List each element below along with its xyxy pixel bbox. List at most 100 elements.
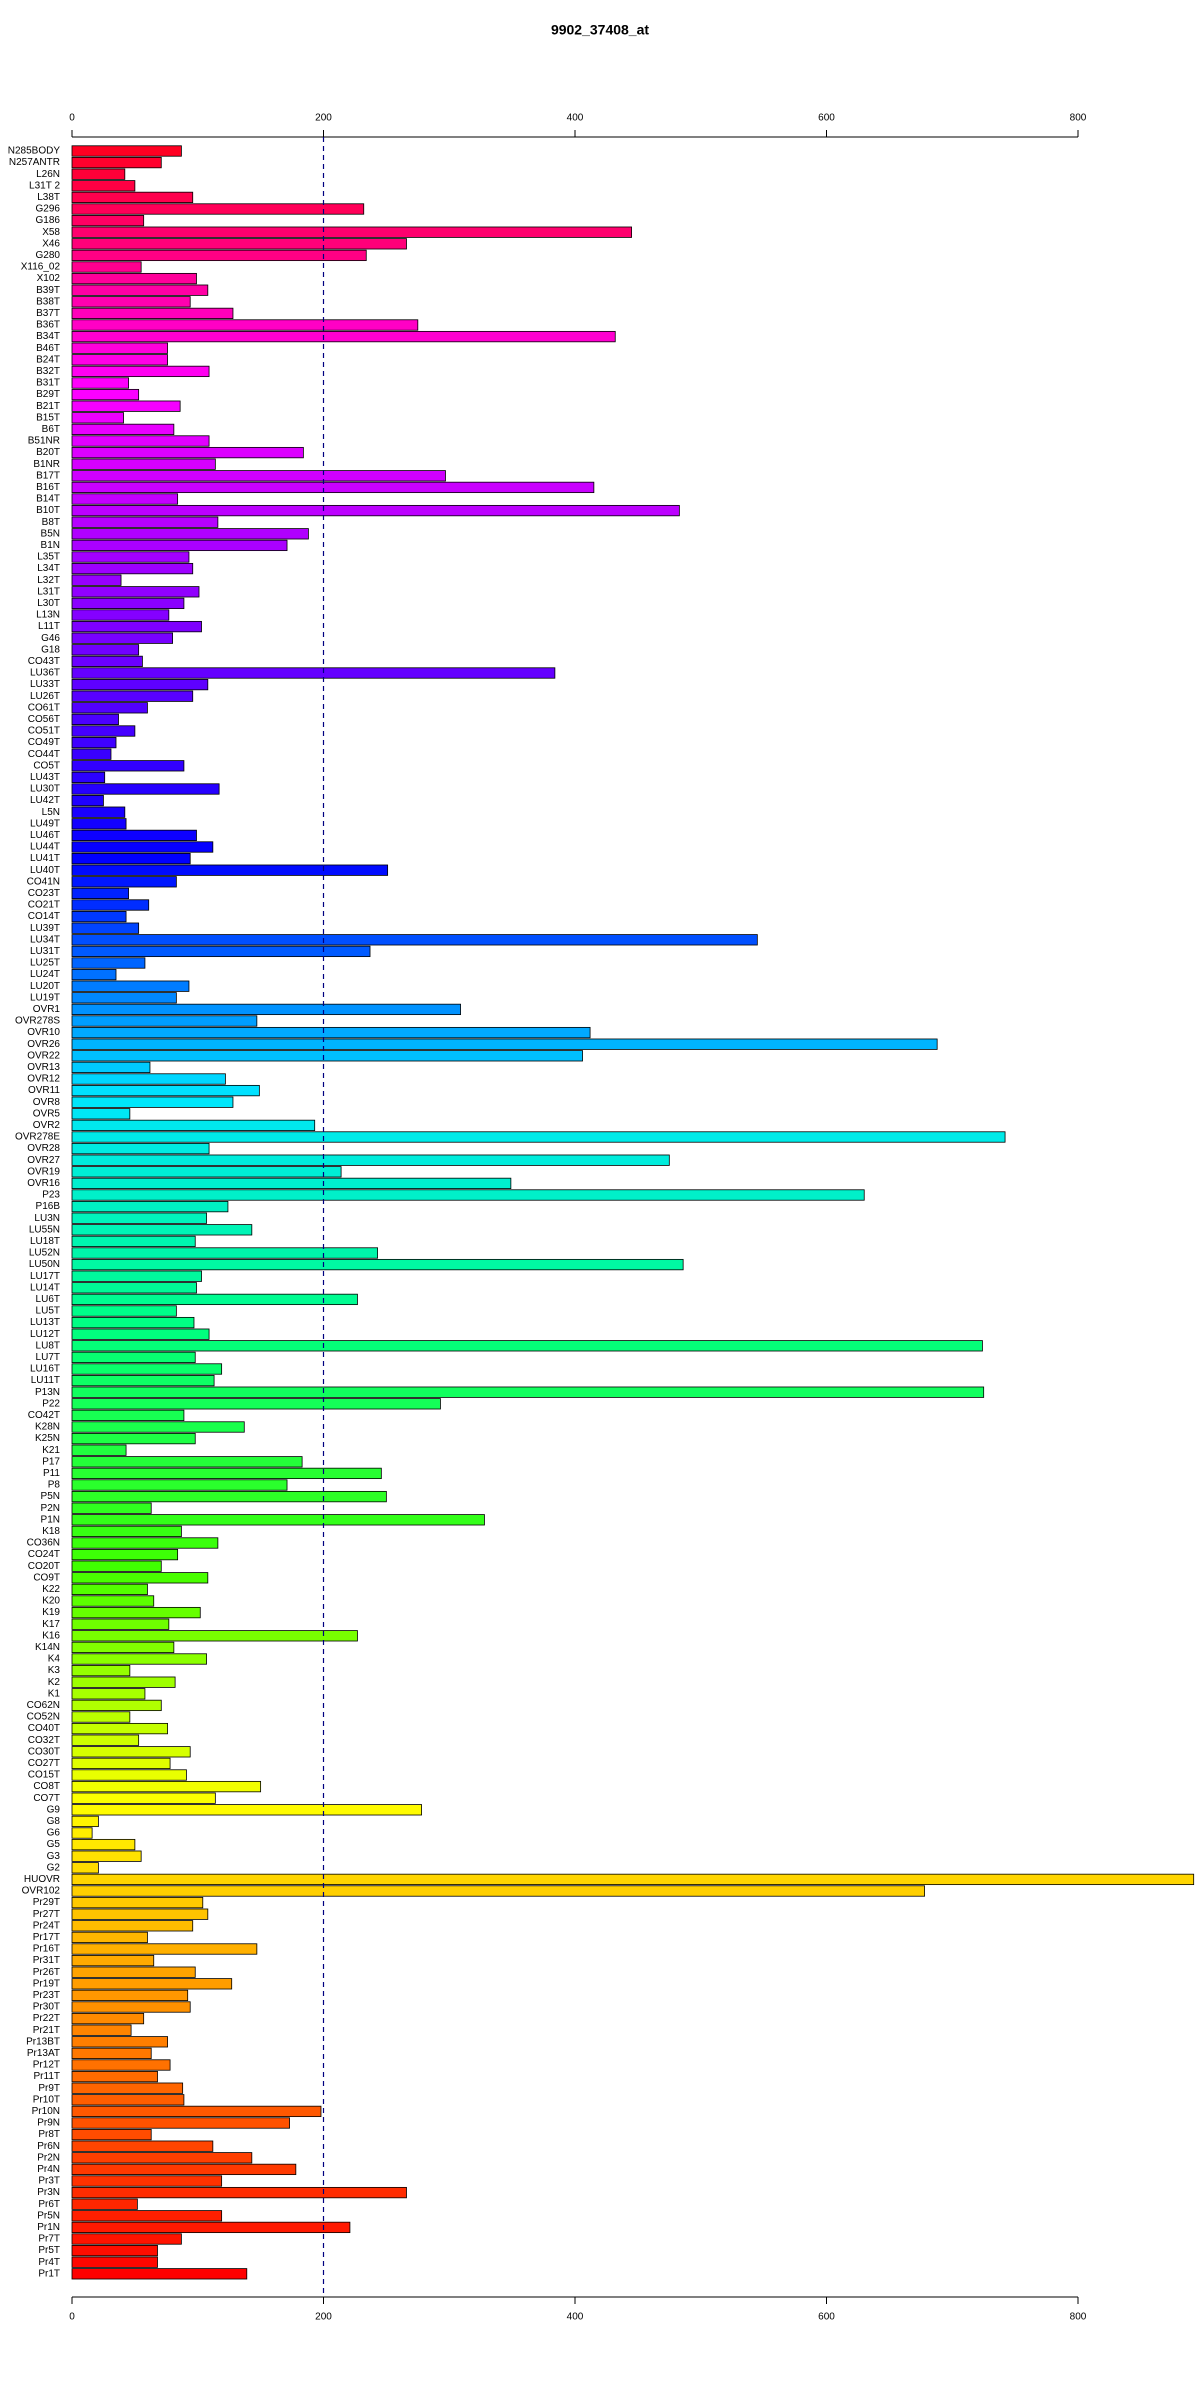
y-tick-label: L30T — [37, 598, 60, 609]
bar — [71, 1050, 583, 1062]
y-tick-label: Pr13BT — [26, 2036, 60, 2047]
y-tick-label: L11T — [38, 621, 60, 632]
y-tick-label: Pr26T — [33, 1967, 60, 1978]
y-tick-label: Pr1N — [37, 2222, 60, 2233]
bar — [71, 203, 365, 215]
y-tick-label: Pr7T — [38, 2234, 60, 2245]
y-tick-label: Pr6T — [38, 2199, 60, 2210]
bar — [71, 1189, 865, 1201]
y-tick-label: B15T — [36, 412, 60, 423]
y-tick-label: LU52N — [29, 1248, 60, 1259]
bar — [71, 945, 371, 958]
bar — [71, 1131, 1006, 1143]
bar — [71, 1525, 182, 1538]
y-tick-label: Pr11T — [34, 2071, 61, 2082]
bar — [71, 1490, 387, 1503]
y-tick-label: CO23T — [28, 888, 60, 899]
bar — [71, 1224, 253, 1236]
bar — [71, 2152, 253, 2164]
y-tick-label: B21T — [36, 401, 60, 412]
bar — [71, 1409, 185, 1422]
bar — [71, 794, 104, 807]
y-tick-label: Pr23T — [33, 1990, 60, 2001]
y-tick-label: B24T — [36, 354, 60, 365]
bar — [71, 168, 126, 180]
y-tick-label: CO41N — [27, 876, 60, 887]
bar — [71, 377, 129, 389]
y-tick-label: B6T — [42, 424, 60, 435]
y-tick-label: LU44T — [30, 842, 60, 853]
y-tick-label: B34T — [36, 331, 60, 342]
chart-title: 9902_37408_at — [551, 22, 649, 38]
y-tick-label: Pr21T — [33, 2025, 60, 2036]
bar — [71, 504, 680, 517]
bar — [71, 2128, 152, 2141]
y-tick-label: G6 — [47, 1828, 61, 1839]
bar — [71, 1931, 148, 1944]
bar — [71, 1722, 168, 1735]
y-tick-label: P11 — [43, 1468, 60, 1479]
bar — [71, 1862, 99, 1874]
bar — [71, 1166, 342, 1178]
y-tick-label: CO40T — [28, 1723, 60, 1734]
bar — [71, 760, 185, 772]
bar — [71, 284, 209, 296]
y-tick-label: LU34T — [30, 934, 60, 945]
bar — [71, 1212, 207, 1224]
y-tick-label: L13N — [36, 610, 60, 621]
y-tick-label: OVR12 — [27, 1074, 60, 1085]
y-tick-label: X58 — [42, 227, 60, 238]
y-tick-label: CO9T — [33, 1572, 60, 1583]
bar — [71, 1340, 983, 1352]
y-tick-label: LU19T — [30, 992, 60, 1003]
bar — [71, 1978, 233, 1990]
bar — [71, 1247, 378, 1259]
y-tick-label: LU18T — [30, 1236, 60, 1247]
y-tick-label: CO7T — [33, 1793, 60, 1804]
y-tick-label: OVR5 — [33, 1108, 61, 1119]
y-tick-label: LU20T — [30, 981, 60, 992]
y-tick-label: G5 — [47, 1839, 61, 1850]
y-tick-label: K25N — [35, 1433, 60, 1444]
y-tick-label: P8 — [48, 1480, 61, 1491]
bar — [71, 1235, 196, 1248]
bar — [71, 214, 145, 227]
bar — [71, 470, 446, 482]
bar — [71, 1119, 316, 1132]
bar — [71, 261, 142, 273]
bar — [71, 2024, 132, 2036]
y-tick-label: G46 — [41, 633, 60, 644]
y-tick-label: K28N — [35, 1422, 60, 1433]
bar — [71, 852, 191, 865]
y-tick-label: K18 — [42, 1526, 60, 1537]
bar — [71, 1688, 146, 1700]
y-tick-label: LU3N — [34, 1213, 60, 1224]
bar — [71, 1838, 136, 1851]
bar — [71, 226, 632, 238]
y-tick-label: CO15T — [28, 1770, 60, 1781]
bar — [71, 1966, 196, 1978]
bar — [71, 1398, 441, 1410]
y-tick-label: LU16T — [30, 1364, 60, 1375]
y-tick-label: CO52N — [27, 1712, 60, 1723]
bar — [71, 1502, 152, 1514]
bar — [71, 1943, 258, 1955]
y-tick-label: Pr4N — [37, 2164, 60, 2175]
y-tick-label: Pr3T — [38, 2176, 60, 2187]
bar — [71, 1432, 196, 1445]
bar — [71, 2059, 171, 2071]
y-tick-label: Pr5N — [37, 2210, 60, 2221]
bar — [71, 771, 106, 784]
bar — [71, 330, 616, 343]
y-tick-label: LU49T — [30, 818, 60, 829]
y-tick-label: LU12T — [30, 1329, 60, 1340]
bar — [71, 481, 595, 494]
bar — [71, 191, 194, 204]
bar — [71, 2221, 351, 2234]
y-tick-label: Pr17T — [33, 1932, 60, 1943]
bar — [71, 1108, 131, 1120]
y-tick-label: OVR22 — [27, 1050, 60, 1061]
bar — [71, 458, 216, 470]
bar — [71, 1630, 358, 1642]
